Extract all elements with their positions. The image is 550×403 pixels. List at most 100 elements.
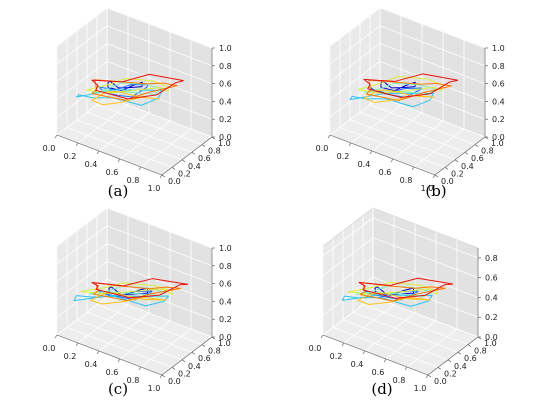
x-tick-label: 0.8 [127, 176, 140, 185]
panel-c: 0.00.20.40.60.81.00.00.20.40.60.81.00.00… [43, 207, 232, 398]
z-tick-label: 0.8 [219, 62, 232, 71]
x-tick-label: 0.4 [85, 360, 98, 369]
x-tick-label: 0.6 [379, 168, 392, 177]
grid-line [329, 78, 486, 120]
z-tick-label: 0.0 [485, 333, 498, 342]
z-tick-label: 1.0 [492, 44, 505, 53]
grid-line [359, 111, 466, 153]
grid-line [329, 60, 486, 102]
y-axis [161, 136, 213, 176]
x-axis [56, 334, 163, 376]
panel-d: 0.00.20.40.60.81.00.00.20.40.60.81.00.00… [309, 207, 498, 398]
y-tick-label: 0.0 [434, 377, 447, 386]
y-tick-label: 0.8 [474, 347, 487, 356]
grid-line [322, 217, 479, 259]
grid-line [140, 128, 192, 168]
z-tick-label: 0.0 [219, 333, 232, 342]
z-tick-label: 0.6 [485, 274, 498, 283]
y-tick-mark [437, 367, 442, 370]
x-tick-label: 0.4 [85, 160, 98, 169]
y-tick-label: 0.4 [188, 162, 201, 171]
y-tick-label: 0.6 [464, 354, 477, 363]
grid-line [343, 304, 395, 344]
y-tick-label: 0.4 [454, 362, 467, 371]
z-tick-label: 0.6 [219, 280, 232, 289]
series-curve [91, 73, 184, 100]
grid-line [56, 7, 213, 49]
x-tick-label: 0.2 [330, 352, 343, 361]
y-tick-label: 0.2 [444, 369, 457, 378]
grid-line [76, 119, 183, 161]
grid-line [371, 112, 423, 152]
z-tick-label: 0.2 [492, 115, 505, 124]
series-curve [349, 92, 434, 108]
y-axis [434, 136, 486, 176]
grid-line [140, 328, 192, 368]
x-tick-label: 0.6 [106, 368, 119, 377]
grid-line [56, 25, 213, 67]
y-tick-label: 0.8 [481, 147, 494, 156]
y-tick-mark [434, 174, 439, 178]
x-tick-label: 0.8 [127, 376, 140, 385]
x-tick-label: 0.4 [358, 160, 371, 169]
y-tick-mark [467, 344, 472, 347]
x-tick-mark [390, 158, 394, 163]
series-curve [91, 79, 178, 101]
grid-line [350, 104, 402, 144]
series-curve [89, 292, 167, 305]
x-tick-label: 1.0 [148, 184, 161, 193]
grid-line [76, 319, 183, 361]
x-tick-label: 0.0 [43, 344, 56, 353]
series-curve [91, 278, 189, 299]
grid-line [77, 304, 129, 344]
grid-line [86, 111, 193, 153]
panel-label: (a) [108, 182, 129, 200]
y-tick-label: 0.8 [208, 147, 221, 156]
series-curve [92, 282, 182, 302]
grid-line [98, 112, 150, 152]
grid-line [329, 7, 486, 49]
z-tick-label: 0.0 [492, 133, 505, 142]
z-tick-label: 0.4 [485, 293, 498, 302]
z-tick-label: 0.8 [219, 262, 232, 271]
grid-line [322, 276, 479, 318]
series-curve [359, 282, 446, 302]
x-tick-mark [348, 142, 352, 147]
grid-line [66, 127, 173, 168]
x-tick-mark [362, 350, 366, 355]
y-tick-label: 0.2 [178, 169, 191, 178]
x-tick-mark [96, 350, 100, 355]
x-tick-label: 1.0 [148, 384, 161, 393]
grid-line [56, 278, 213, 320]
x-tick-label: 0.0 [43, 144, 56, 153]
y-tick-label: 1.0 [491, 139, 504, 148]
z-tick-label: 0.8 [492, 62, 505, 71]
x-tick-mark [411, 166, 415, 171]
y-tick-mark [181, 159, 186, 163]
series-curve [97, 84, 149, 98]
grid-line [322, 237, 479, 279]
x-tick-mark [320, 334, 324, 339]
x-tick-mark [54, 134, 58, 139]
x-tick-mark [54, 334, 58, 339]
y-tick-mark [444, 167, 449, 170]
x-tick-label: 0.2 [64, 352, 77, 361]
grid-line [342, 319, 449, 361]
x-tick-mark [369, 150, 373, 155]
y-tick-label: 0.0 [168, 177, 181, 186]
x-axis [329, 134, 436, 176]
x-tick-mark [75, 342, 79, 347]
x-tick-mark [432, 174, 436, 179]
y-tick-mark [201, 344, 206, 347]
grid-line [362, 304, 469, 345]
grid-line [56, 78, 213, 120]
z-tick-label: 0.4 [219, 97, 232, 106]
x-tick-label: 0.2 [337, 152, 350, 161]
y-tick-label: 0.8 [208, 347, 221, 356]
grid-line [369, 104, 476, 145]
grid-line [392, 120, 444, 160]
y-tick-label: 1.0 [218, 339, 231, 348]
y-tick-label: 0.6 [471, 154, 484, 163]
x-tick-mark [383, 358, 387, 363]
x-tick-label: 0.0 [309, 344, 322, 353]
